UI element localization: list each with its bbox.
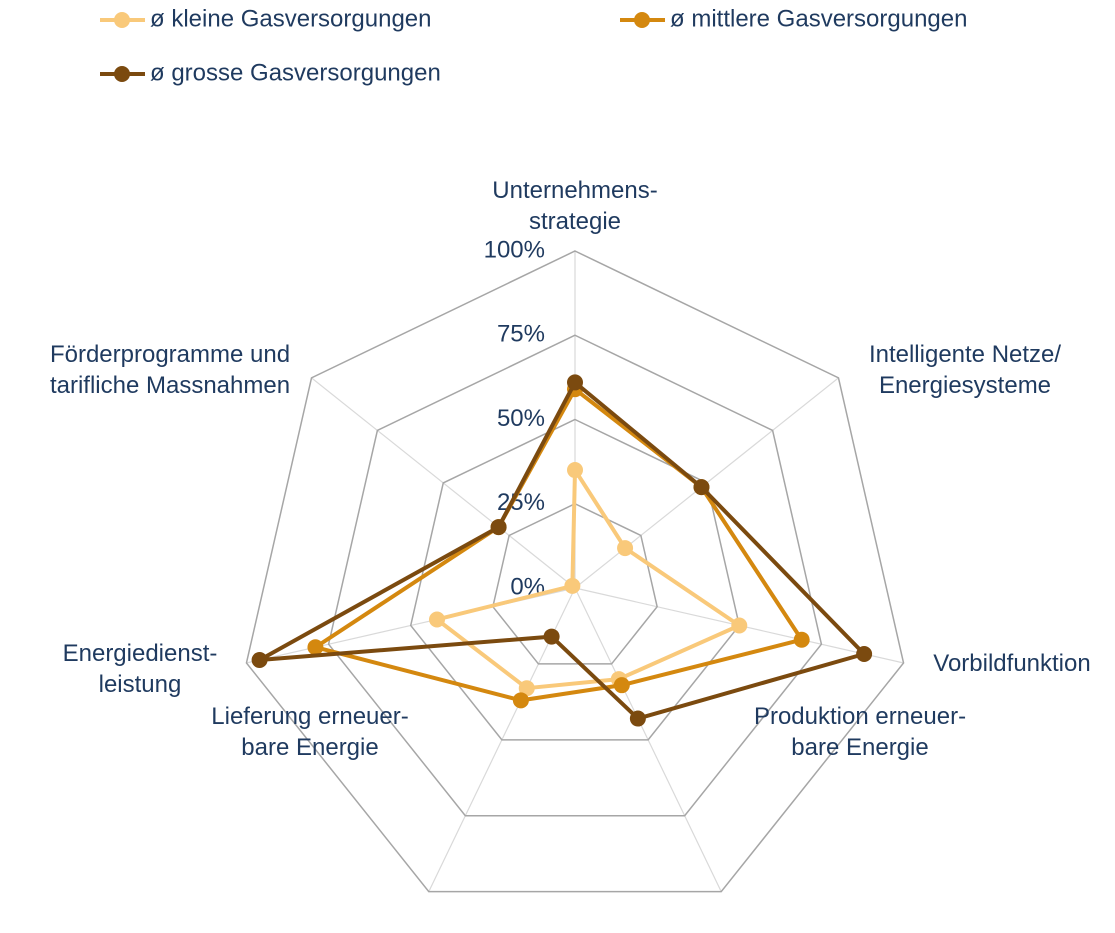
- data-point: [490, 519, 507, 536]
- series-line: [257, 380, 867, 721]
- data-point: [793, 631, 810, 648]
- data-point: [251, 651, 268, 668]
- y-tick-label: 100%: [484, 236, 545, 263]
- series-line: [313, 387, 804, 703]
- data-point: [567, 462, 583, 479]
- data-point: [518, 680, 535, 697]
- grid-ring: [245, 250, 905, 893]
- data-point: [543, 628, 560, 645]
- data-point: [856, 645, 873, 662]
- legend-label: ø mittlere Gasversorgungen: [670, 5, 967, 32]
- y-tick-label: 25%: [497, 489, 545, 516]
- axis-label: Förderprogramme und tarifliche Massnahmen: [50, 341, 290, 399]
- data-point: [731, 617, 748, 634]
- grid-ring: [492, 502, 658, 665]
- data-point: [613, 677, 630, 694]
- axis-label: Energiedienst-leistung: [63, 640, 218, 698]
- legend-label: ø kleine Gasversorgungen: [150, 5, 431, 32]
- y-tick-label: 50%: [497, 405, 545, 432]
- data-point: [429, 611, 446, 628]
- axis-label: Vorbildfunktion: [933, 650, 1090, 677]
- axis-label: Intelligente Netze/Energiesysteme: [869, 341, 1061, 399]
- data-point: [307, 639, 324, 656]
- data-point: [617, 540, 634, 557]
- data-point: [567, 374, 583, 391]
- y-tick-label: 75%: [497, 321, 545, 348]
- series-line: [435, 468, 742, 691]
- legend-marker: [634, 12, 650, 28]
- legend-marker: [114, 12, 130, 28]
- data-point: [629, 710, 646, 727]
- data-point: [693, 479, 710, 496]
- axis-label: Unternehmens-strategie: [492, 177, 657, 235]
- axis-label: Produktion erneuer-bare Energie: [754, 703, 966, 761]
- grid-ring: [327, 334, 823, 817]
- legend-label: ø grosse Gasversorgungen: [150, 59, 441, 86]
- axis-label: Lieferung erneuer-bare Energie: [211, 703, 408, 761]
- data-point: [564, 577, 581, 594]
- data-point: [512, 692, 529, 709]
- legend-marker: [114, 66, 130, 82]
